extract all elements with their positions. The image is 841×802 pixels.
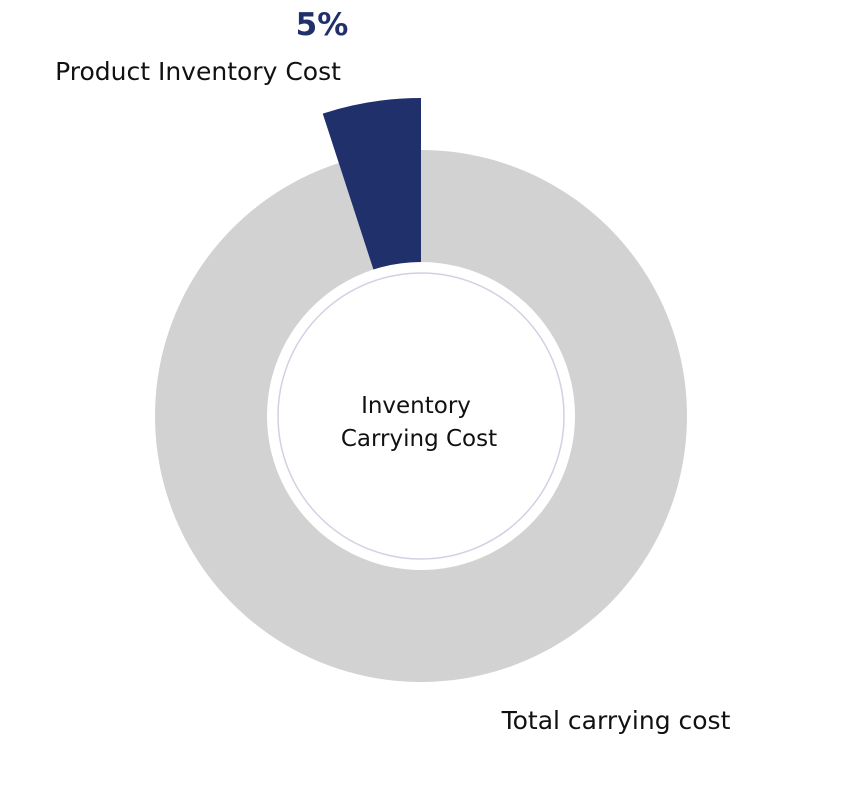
center-ring xyxy=(277,272,565,560)
center-label-line-1: Inventory xyxy=(361,393,471,419)
slice-label-total-carrying-cost: Total carrying cost xyxy=(501,706,731,735)
slice-total-carrying-cost xyxy=(155,150,688,682)
slice-value-label: 5% xyxy=(296,7,349,43)
center-label-line-2: Carrying Cost xyxy=(341,426,497,452)
slice-product-inventory-cost xyxy=(322,98,421,270)
slice-label-product-inventory-cost: Product Inventory Cost xyxy=(55,57,341,86)
donut-slices xyxy=(155,98,688,682)
